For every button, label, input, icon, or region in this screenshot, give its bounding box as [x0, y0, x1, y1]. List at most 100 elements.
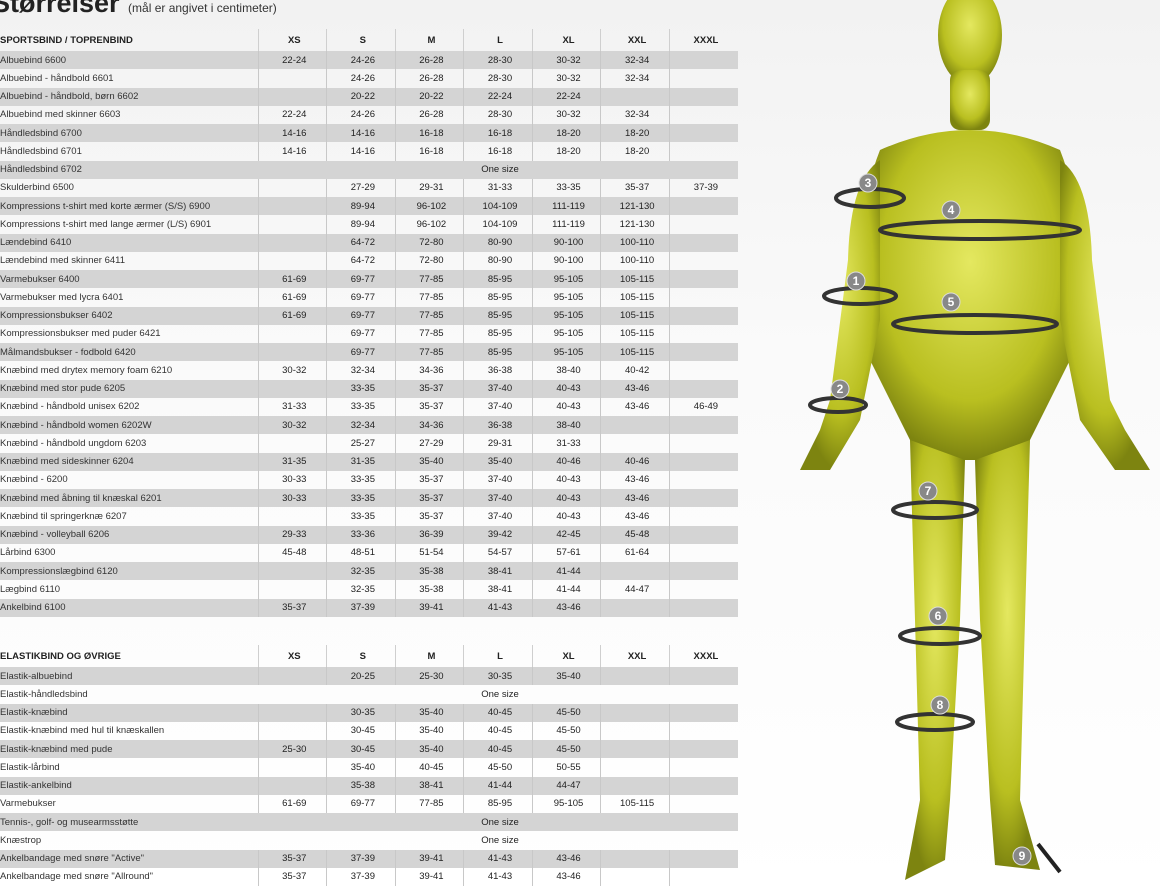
size-value: 111-119 — [531, 197, 601, 216]
size-value: 30-32 — [531, 69, 601, 88]
size-value: 43-46 — [531, 849, 601, 868]
size-value — [257, 343, 327, 362]
size-value: 26-28 — [394, 105, 464, 124]
size-value: 90-100 — [531, 233, 601, 252]
size-value: 30-32 — [257, 416, 327, 435]
table-row: Knæbind med sideskinner 6204 31-35 31-35 35… — [0, 452, 738, 471]
size-value: 43-46 — [600, 397, 670, 416]
size-value: 33-35 — [326, 470, 396, 489]
size-value: 95-105 — [531, 288, 601, 307]
size-value: 28-30 — [463, 105, 533, 124]
product-name: Albuebind - håndbold, børn 6602 — [0, 87, 258, 106]
size-value — [257, 69, 327, 88]
product-name: Knæbind med åbning til knæskal 6201 — [0, 489, 258, 508]
size-value: 37-39 — [668, 178, 738, 197]
marker-label: 9 — [1019, 849, 1026, 863]
size-header: XS — [257, 29, 327, 51]
size-value: 18-20 — [600, 142, 670, 161]
size-value: 77-85 — [394, 343, 464, 362]
table-row: Knæbind med åbning til knæskal 6201 30-33… — [0, 489, 738, 508]
size-value — [600, 703, 670, 722]
size-value: 35-37 — [394, 507, 464, 526]
size-value — [257, 178, 327, 197]
size-value: 45-48 — [257, 543, 327, 562]
size-value: 40-46 — [531, 452, 601, 471]
marker-label: 3 — [865, 176, 872, 190]
product-name: Lårbind 6300 — [0, 547, 56, 559]
table-row: Tennis-, golf- og musearmsstøtte One size — [0, 813, 738, 832]
size-value: 45-50 — [463, 758, 533, 777]
size-value: 96-102 — [394, 197, 464, 216]
size-value: 43-46 — [600, 470, 670, 489]
size-value: 85-95 — [463, 288, 533, 307]
product-name: Elastik-knæbind — [0, 703, 258, 722]
table-row: Elastik-knæbind med hul til knæskallen 30… — [0, 721, 738, 740]
size-value: 25-27 — [326, 434, 396, 453]
product-name: Håndledsbind 6702 — [0, 160, 258, 179]
marker-3: 3 — [858, 173, 878, 193]
table-row: Målmandsbukser - fodbold 6420 69-77 77-85 8… — [0, 343, 738, 362]
product-name: Elastik-knæbind med pude — [0, 740, 258, 759]
size-value — [668, 124, 738, 143]
size-value — [668, 580, 738, 599]
size-header: S — [326, 645, 396, 667]
size-value — [257, 215, 327, 234]
size-value: 40-45 — [463, 703, 533, 722]
size-value: 48-51 — [326, 543, 396, 562]
size-value: 35-38 — [394, 562, 464, 581]
product-name: Kompressions t-shirt med lange ærmer (L/… — [0, 218, 212, 230]
size-value: 121-130 — [600, 197, 670, 216]
product-name: Varmebukser 6400 — [0, 270, 258, 289]
size-value: 104-109 — [463, 215, 533, 234]
size-value: 51-54 — [394, 543, 464, 562]
table-row: Knæbind til springerknæ 6207 33-35 35-37 37… — [0, 507, 738, 526]
size-value: 31-33 — [463, 178, 533, 197]
size-value: 100-110 — [600, 233, 670, 252]
table-row: Albuebind med skinner 6603 22-24 24-26 26-2… — [0, 105, 738, 124]
table-row: Albuebind - håndbold 6601 24-26 26-28 28-30… — [0, 69, 738, 88]
size-value: 39-42 — [463, 525, 533, 544]
size-value: 39-41 — [394, 849, 464, 868]
measure-markers: 1 2 3 4 5 6 7 8 9 — [808, 173, 1082, 874]
size-value: 69-77 — [326, 288, 396, 307]
size-value: 33-35 — [326, 397, 396, 416]
marker-label: 5 — [948, 295, 955, 309]
size-value: 64-72 — [326, 251, 396, 270]
size-value: 95-105 — [531, 794, 601, 813]
table-row: Varmebukser 61-69 69-77 77-85 85-95 95-105 105… — [0, 794, 738, 813]
size-value: 14-16 — [257, 124, 327, 143]
size-value: 30-32 — [257, 361, 327, 380]
size-value: 36-38 — [463, 361, 533, 380]
table-row: Knæbind - håndbold women 6202W 30-32 32-34… — [0, 416, 738, 435]
size-value — [668, 721, 738, 740]
marker-7: 7 — [918, 481, 938, 501]
product-name: Knæbind - volleyball 6206 — [0, 525, 258, 544]
size-value: 45-50 — [531, 740, 601, 759]
size-value: 24-26 — [326, 51, 396, 70]
size-value: 36-38 — [463, 416, 533, 435]
size-value: 77-85 — [394, 324, 464, 343]
size-value — [668, 703, 738, 722]
marker-4: 4 — [941, 200, 961, 220]
product-name: Knæstrop — [0, 834, 42, 846]
size-value: 32-34 — [600, 105, 670, 124]
size-value — [257, 721, 327, 740]
size-value: 77-85 — [394, 794, 464, 813]
size-value: 40-45 — [463, 721, 533, 740]
size-value — [668, 776, 738, 795]
table-row: Håndledsbind 6700 14-16 14-16 16-18 16-18 18-… — [0, 124, 738, 143]
body-figure: 1 2 3 4 5 6 7 8 9 — [800, 0, 1150, 880]
size-value: 31-35 — [257, 452, 327, 471]
size-value — [668, 361, 738, 380]
size-value: 95-105 — [531, 270, 601, 289]
size-value: 80-90 — [463, 233, 533, 252]
size-value: 32-34 — [600, 69, 670, 88]
product-name: Målmandsbukser - fodbold 6420 — [0, 343, 258, 362]
size-value: 30-33 — [257, 470, 327, 489]
size-value: 35-37 — [257, 598, 327, 617]
size-value: 96-102 — [394, 215, 464, 234]
product-name: Lændebind med skinner 6411 — [0, 255, 125, 267]
size-value: 35-37 — [257, 867, 327, 886]
body-silhouette — [800, 0, 1150, 880]
size-value: 26-28 — [394, 51, 464, 70]
